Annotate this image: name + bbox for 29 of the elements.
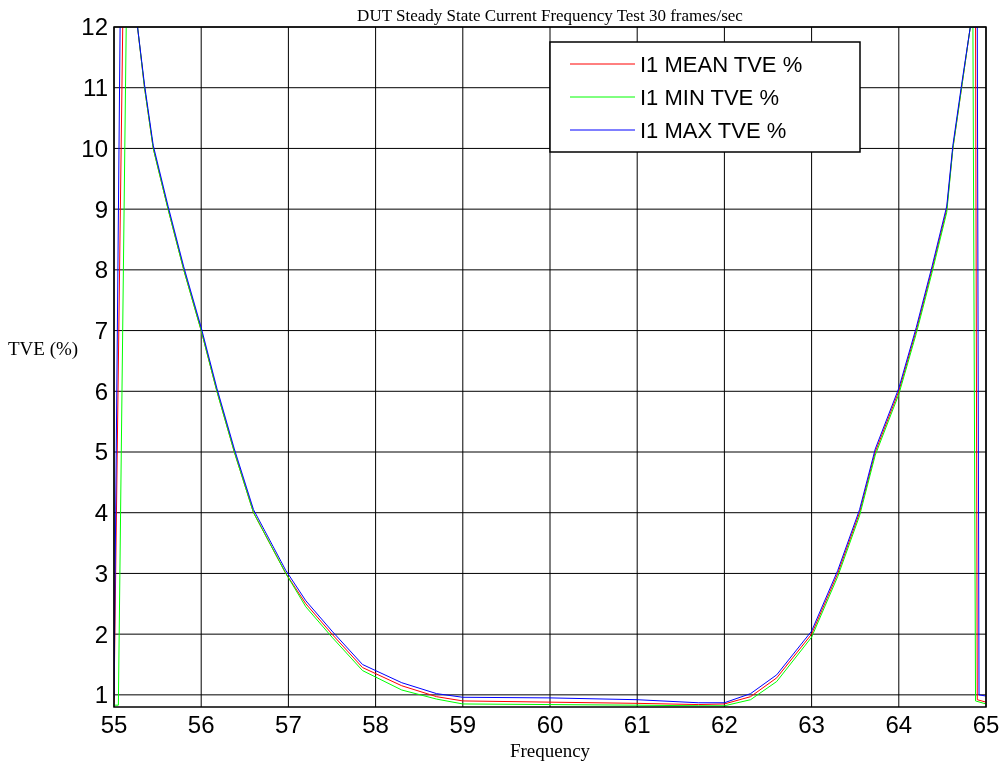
y-tick-label: 10 [81,134,108,162]
x-tick-label: 63 [798,711,825,738]
y-tick-label: 12 [81,13,108,41]
x-tick-label: 56 [187,711,215,738]
x-tick-label: 61 [623,711,651,738]
legend-label: I1 MAX TVE % [640,117,787,143]
x-tick-label: 65 [972,711,1000,738]
y-tick-label: 5 [94,438,108,466]
y-tick-label: 1 [94,681,108,709]
y-tick-label: 11 [83,74,108,102]
y-tick-label: 6 [94,377,108,405]
y-tick-label: 7 [94,316,108,344]
x-tick-label: 59 [449,711,477,738]
legend-label: I1 MIN TVE % [640,84,779,110]
chart-title: DUT Steady State Current Frequency Test 30 frames/sec [357,6,744,25]
x-tick-label: 58 [362,711,389,738]
y-tick-label: 9 [94,195,108,223]
x-tick-label: 55 [100,711,128,738]
y-tick-label: 3 [94,559,108,587]
legend-label: I1 MEAN TVE % [640,51,803,77]
y-tick-label: 4 [94,499,108,527]
x-tick-label: 64 [885,711,913,738]
x-tick-label: 57 [275,711,302,738]
x-tick-label: 60 [536,711,564,738]
x-axis-title: Frequency [509,740,591,761]
y-tick-label: 8 [94,256,108,284]
y-tick-label: 2 [94,620,108,648]
x-tick-label: 62 [711,711,738,738]
y-axis-title: TVE (%) [8,338,79,360]
